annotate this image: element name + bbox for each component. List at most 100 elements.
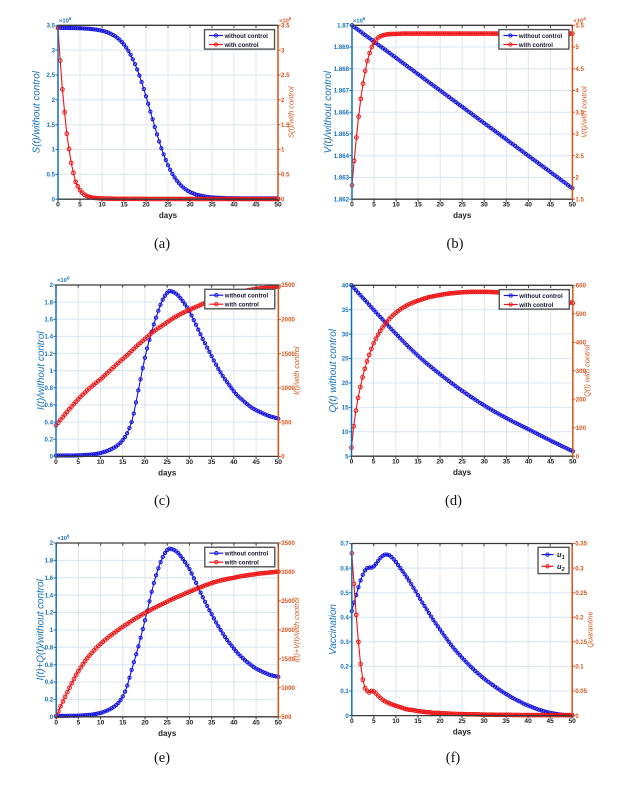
svg-text:1.862: 1.862 bbox=[334, 196, 350, 203]
svg-text:with control: with control bbox=[224, 303, 259, 309]
svg-text:(b): (b) bbox=[447, 236, 464, 252]
svg-text:5: 5 bbox=[372, 718, 376, 725]
svg-text:50: 50 bbox=[569, 202, 577, 209]
svg-text:0: 0 bbox=[50, 714, 54, 721]
svg-text:1.5: 1.5 bbox=[281, 122, 290, 129]
svg-text:45: 45 bbox=[547, 718, 555, 725]
svg-text:days: days bbox=[158, 729, 177, 738]
svg-text:1.865: 1.865 bbox=[334, 131, 350, 138]
svg-text:50: 50 bbox=[275, 459, 283, 466]
svg-text:0.1: 0.1 bbox=[575, 664, 584, 671]
svg-text:1.4: 1.4 bbox=[45, 334, 54, 341]
svg-text:5: 5 bbox=[78, 202, 82, 209]
svg-text:3.5: 3.5 bbox=[281, 23, 290, 30]
svg-text:with control: with control bbox=[518, 43, 553, 49]
svg-text:25: 25 bbox=[164, 719, 172, 726]
svg-text:1.863: 1.863 bbox=[334, 175, 350, 182]
svg-text:0.1: 0.1 bbox=[340, 688, 349, 695]
svg-text:I(t)+Q(t)/without control: I(t)+Q(t)/without control bbox=[36, 578, 47, 680]
svg-text:40: 40 bbox=[230, 719, 238, 726]
svg-text:1.864: 1.864 bbox=[334, 153, 350, 160]
svg-text:S(t)/with control: S(t)/with control bbox=[287, 86, 296, 138]
svg-text:1500: 1500 bbox=[281, 656, 295, 663]
svg-text:5: 5 bbox=[77, 719, 81, 726]
svg-text:20: 20 bbox=[436, 718, 444, 725]
svg-text:1: 1 bbox=[50, 627, 54, 634]
svg-text:35: 35 bbox=[503, 459, 511, 466]
svg-text:1: 1 bbox=[50, 368, 54, 375]
svg-text:0.7: 0.7 bbox=[340, 541, 349, 548]
svg-text:2: 2 bbox=[575, 175, 579, 182]
svg-text:0.5: 0.5 bbox=[281, 172, 290, 179]
svg-text:20: 20 bbox=[141, 719, 149, 726]
svg-text:0.35: 0.35 bbox=[575, 541, 587, 548]
svg-text:0: 0 bbox=[56, 202, 60, 209]
svg-text:35: 35 bbox=[342, 307, 349, 314]
svg-text:15: 15 bbox=[414, 202, 422, 209]
svg-text:3500: 3500 bbox=[281, 540, 295, 547]
svg-text:2: 2 bbox=[50, 540, 54, 547]
svg-text:0.05: 0.05 bbox=[575, 688, 587, 695]
svg-text:50: 50 bbox=[569, 718, 577, 725]
svg-text:3: 3 bbox=[52, 47, 56, 54]
svg-text:0.6: 0.6 bbox=[45, 402, 54, 409]
svg-text:30: 30 bbox=[481, 459, 489, 466]
svg-text:0.2: 0.2 bbox=[340, 664, 349, 671]
svg-text:50: 50 bbox=[569, 459, 577, 466]
svg-text:2.5: 2.5 bbox=[575, 153, 584, 160]
svg-text:0: 0 bbox=[350, 459, 354, 466]
svg-text:2000: 2000 bbox=[281, 627, 295, 634]
svg-text:40: 40 bbox=[342, 283, 349, 290]
svg-text:0: 0 bbox=[576, 453, 580, 460]
svg-text:10: 10 bbox=[392, 718, 400, 725]
svg-text:1.5: 1.5 bbox=[47, 122, 56, 129]
svg-text:10: 10 bbox=[98, 202, 106, 209]
svg-text:0: 0 bbox=[281, 196, 285, 203]
svg-text:I(t)/without control: I(t)/without control bbox=[36, 331, 47, 410]
svg-text:0.4: 0.4 bbox=[45, 419, 54, 426]
svg-text:2: 2 bbox=[52, 97, 56, 104]
svg-text:20: 20 bbox=[342, 380, 349, 387]
svg-text:40: 40 bbox=[525, 459, 533, 466]
svg-text:2500: 2500 bbox=[281, 282, 295, 289]
svg-text:15: 15 bbox=[342, 405, 349, 412]
svg-text:(e): (e) bbox=[154, 750, 170, 766]
svg-text:1.8: 1.8 bbox=[45, 299, 54, 306]
svg-text:45: 45 bbox=[252, 202, 260, 209]
svg-text:45: 45 bbox=[547, 459, 555, 466]
svg-text:with control: with control bbox=[224, 43, 259, 49]
svg-text:1: 1 bbox=[52, 147, 56, 154]
svg-text:1: 1 bbox=[281, 147, 285, 154]
svg-text:30: 30 bbox=[480, 718, 488, 725]
svg-text:40: 40 bbox=[524, 718, 532, 725]
svg-text:40: 40 bbox=[230, 202, 238, 209]
svg-text:1.2: 1.2 bbox=[45, 610, 54, 617]
svg-text:4.5: 4.5 bbox=[575, 66, 584, 73]
svg-text:10: 10 bbox=[392, 459, 400, 466]
svg-text:I(t)+V(t)/with control: I(t)+V(t)/with control bbox=[292, 597, 301, 662]
svg-text:3: 3 bbox=[575, 131, 579, 138]
svg-text:3: 3 bbox=[281, 47, 285, 54]
svg-text:20: 20 bbox=[141, 459, 149, 466]
svg-text:30: 30 bbox=[186, 202, 194, 209]
svg-text:10: 10 bbox=[342, 429, 349, 436]
svg-text:35: 35 bbox=[208, 202, 216, 209]
svg-text:3000: 3000 bbox=[281, 569, 295, 576]
svg-text:30: 30 bbox=[186, 719, 194, 726]
svg-text:×106: ×106 bbox=[59, 16, 72, 24]
svg-text:1.869: 1.869 bbox=[334, 44, 350, 51]
svg-text:1.866: 1.866 bbox=[334, 110, 350, 117]
svg-text:20: 20 bbox=[142, 202, 150, 209]
svg-text:25: 25 bbox=[164, 202, 172, 209]
svg-text:0.4: 0.4 bbox=[45, 679, 54, 686]
svg-text:V(t)/without control: V(t)/without control bbox=[323, 70, 334, 153]
svg-text:1.87: 1.87 bbox=[337, 23, 349, 30]
svg-text:(f): (f) bbox=[446, 750, 461, 766]
svg-text:Quarantine: Quarantine bbox=[586, 611, 595, 648]
svg-text:5: 5 bbox=[372, 202, 376, 209]
svg-text:3.5: 3.5 bbox=[47, 23, 56, 30]
svg-text:600: 600 bbox=[576, 283, 587, 290]
svg-text:25: 25 bbox=[459, 202, 467, 209]
svg-text:35: 35 bbox=[503, 202, 511, 209]
svg-text:without control: without control bbox=[224, 294, 269, 300]
